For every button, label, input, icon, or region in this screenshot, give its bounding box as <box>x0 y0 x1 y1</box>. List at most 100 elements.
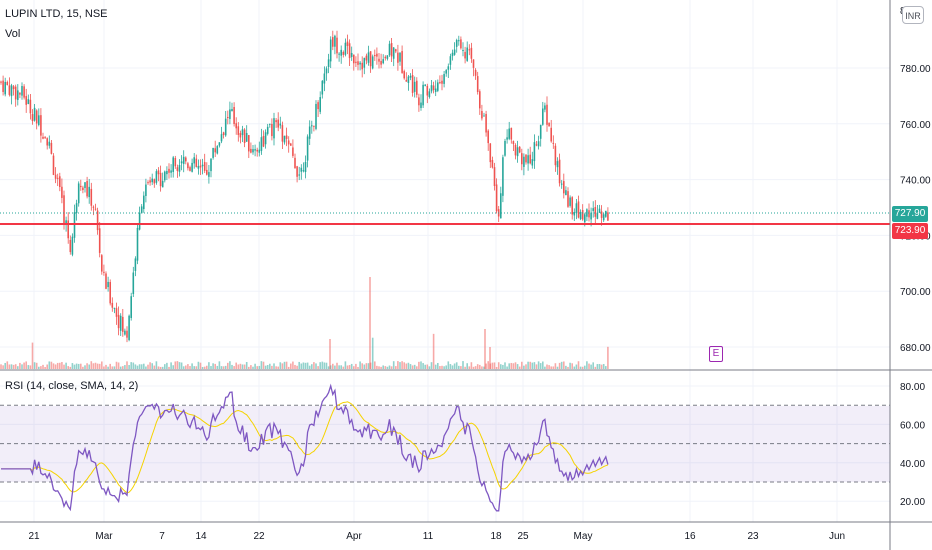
volume-bar <box>275 366 277 369</box>
volume-bar <box>40 366 42 369</box>
candle-body <box>416 80 418 95</box>
volume-label[interactable]: Vol <box>5 28 21 40</box>
candle-body <box>323 73 326 84</box>
candle-body <box>151 178 153 183</box>
volume-bar <box>250 365 252 369</box>
volume-bar <box>161 366 164 369</box>
volume-bar <box>388 365 391 369</box>
volume-bar <box>544 366 546 369</box>
candle-body <box>525 154 527 163</box>
volume-bar <box>149 362 151 369</box>
volume-bar <box>376 365 378 369</box>
candle-body <box>195 158 198 167</box>
volume-bar <box>98 363 101 369</box>
volume-bar <box>491 362 494 369</box>
volume-bar <box>271 365 273 369</box>
candle-body <box>298 174 300 176</box>
candle-body <box>376 53 378 57</box>
candle-body <box>111 302 114 308</box>
candle-body <box>52 155 55 175</box>
volume-bar <box>590 364 592 369</box>
rsi-axis: 80.00 60.00 40.00 20.00 <box>900 382 925 508</box>
candle-body <box>21 86 23 96</box>
volume-bar <box>588 363 590 369</box>
volume-bar <box>31 342 34 369</box>
volume-bar <box>472 366 475 369</box>
candle-body <box>180 161 183 164</box>
volume-bar <box>61 362 63 369</box>
candle-body <box>321 80 324 95</box>
candle-body <box>275 120 277 123</box>
candles <box>0 30 609 343</box>
volume-bar <box>170 362 172 369</box>
candle-body <box>607 212 609 221</box>
time-tick-label: 23 <box>747 531 759 542</box>
candle-body <box>77 183 80 204</box>
volume-bar <box>187 364 189 369</box>
candle-body <box>271 123 273 137</box>
volume-bar <box>218 361 221 369</box>
volume-bar <box>500 364 502 369</box>
volume-bar <box>0 364 2 369</box>
volume-bar <box>424 364 426 369</box>
volume-bar <box>84 365 86 369</box>
candle-body <box>558 159 561 184</box>
volume-bar <box>285 361 288 369</box>
volume-bar <box>348 365 351 369</box>
volume-bar <box>602 363 605 369</box>
candle-body <box>386 55 389 59</box>
volume-bar <box>264 365 267 369</box>
candle-body <box>365 55 368 61</box>
candle-body <box>453 49 456 55</box>
volume-bar <box>25 361 27 369</box>
candle-body <box>128 315 130 340</box>
candle-body <box>533 142 536 162</box>
volume-bar <box>554 363 557 369</box>
earnings-flag[interactable]: E <box>709 346 723 362</box>
candle-body <box>285 135 288 139</box>
candle-body <box>153 179 156 184</box>
candle-body <box>489 143 492 163</box>
candle-body <box>90 188 93 206</box>
volume-bar <box>336 362 338 369</box>
volume-bar <box>266 365 269 369</box>
candle-body <box>260 137 263 151</box>
candle-body <box>510 127 513 140</box>
volume-bar <box>575 364 578 369</box>
volume-bar <box>397 361 399 369</box>
volume-bar <box>185 365 187 369</box>
volume-bar <box>378 366 380 369</box>
volume-bar <box>327 366 330 369</box>
candle-body <box>149 180 151 183</box>
volume-bar <box>428 366 431 369</box>
candle-body <box>44 137 46 139</box>
candle-body <box>371 56 374 69</box>
candle-body <box>544 105 546 110</box>
volume-bar <box>537 361 540 369</box>
volume-bar <box>605 366 607 369</box>
volume-bar <box>560 361 563 369</box>
rsi-label[interactable]: RSI (14, close, SMA, 14, 2) <box>5 380 139 392</box>
candle-body <box>220 134 223 142</box>
candle-body <box>193 157 195 164</box>
volume-bar <box>122 366 124 369</box>
volume-bar <box>96 363 99 369</box>
candle-body <box>315 103 317 129</box>
volume-bar <box>119 366 122 369</box>
candle-body <box>336 37 338 54</box>
volume-bar <box>19 362 21 369</box>
volume-bar <box>201 366 204 369</box>
volume-bar <box>254 363 256 369</box>
candle-body <box>420 102 422 108</box>
candle-body <box>191 162 193 172</box>
candle-body <box>113 307 116 309</box>
volume-bar <box>485 363 487 369</box>
candle-body <box>86 180 88 197</box>
currency-badge[interactable]: INR <box>902 6 924 24</box>
volume-bar <box>361 363 363 369</box>
candle-body <box>399 52 401 62</box>
candle-body <box>203 162 206 171</box>
symbol-title[interactable]: LUPIN LTD, 15, NSE <box>5 8 108 20</box>
candle-body <box>422 84 424 106</box>
